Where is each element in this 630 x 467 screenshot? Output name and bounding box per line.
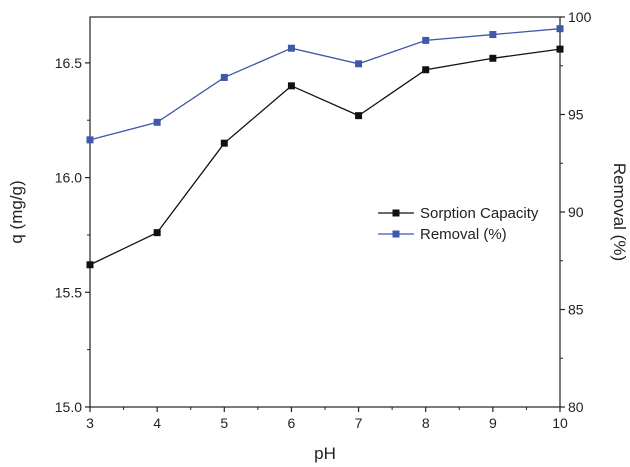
right-y-tick-label: 100 xyxy=(568,9,592,25)
right-y-tick-label: 85 xyxy=(568,302,584,318)
left-y-tick-label: 15.5 xyxy=(55,284,82,300)
x-tick-label: 10 xyxy=(552,415,568,431)
left-y-axis-ticks: 15.0 15.5 16.0 16.5 xyxy=(55,55,90,415)
left-y-axis-title: q (mg/g) xyxy=(7,180,26,243)
legend-marker-removal xyxy=(392,230,400,238)
legend-label-removal: Removal (%) xyxy=(420,226,507,243)
x-tick-label: 6 xyxy=(288,415,296,431)
x-tick-label: 5 xyxy=(220,415,228,431)
series-layer xyxy=(86,25,564,269)
data-point-removal xyxy=(287,44,295,52)
data-point-removal xyxy=(422,36,430,44)
x-tick-label: 7 xyxy=(355,415,363,431)
data-point-removal xyxy=(355,60,363,68)
data-point-sorption-capacity xyxy=(355,112,363,120)
data-point-sorption-capacity xyxy=(287,82,295,90)
right-y-tick-label: 95 xyxy=(568,107,584,123)
data-point-sorption-capacity xyxy=(86,261,94,269)
data-point-removal xyxy=(489,31,497,39)
right-y-tick-label: 90 xyxy=(568,204,584,220)
right-y-axis-ticks: 80 85 90 95 100 xyxy=(560,9,592,415)
data-point-removal xyxy=(556,25,564,33)
x-tick-label: 9 xyxy=(489,415,497,431)
series-line-sorption-capacity xyxy=(89,48,561,266)
data-point-sorption-capacity xyxy=(153,229,161,237)
right-y-tick-label: 80 xyxy=(568,399,584,415)
x-tick-label: 8 xyxy=(422,415,430,431)
data-point-sorption-capacity xyxy=(422,66,430,74)
legend-marker-sorption-capacity xyxy=(392,209,400,217)
legend-label-sorption-capacity: Sorption Capacity xyxy=(420,205,539,222)
legend: Sorption Capacity Removal (%) xyxy=(378,205,539,243)
data-point-removal xyxy=(86,136,94,144)
data-point-removal xyxy=(220,73,228,81)
data-point-removal xyxy=(153,118,161,126)
left-y-tick-label: 15.0 xyxy=(55,399,82,415)
left-y-tick-label: 16.0 xyxy=(55,170,82,186)
data-point-sorption-capacity xyxy=(489,54,497,62)
right-y-axis-title: Removal (%) xyxy=(610,163,629,261)
x-tick-label: 4 xyxy=(153,415,161,431)
left-y-tick-label: 16.5 xyxy=(55,55,82,71)
x-tick-label: 3 xyxy=(86,415,94,431)
data-point-sorption-capacity xyxy=(220,139,228,147)
x-axis-title: pH xyxy=(314,444,336,463)
x-axis-ticks: 3 4 5 6 7 8 9 10 xyxy=(86,407,568,431)
data-point-sorption-capacity xyxy=(556,45,564,53)
series-line-removal xyxy=(89,28,561,141)
